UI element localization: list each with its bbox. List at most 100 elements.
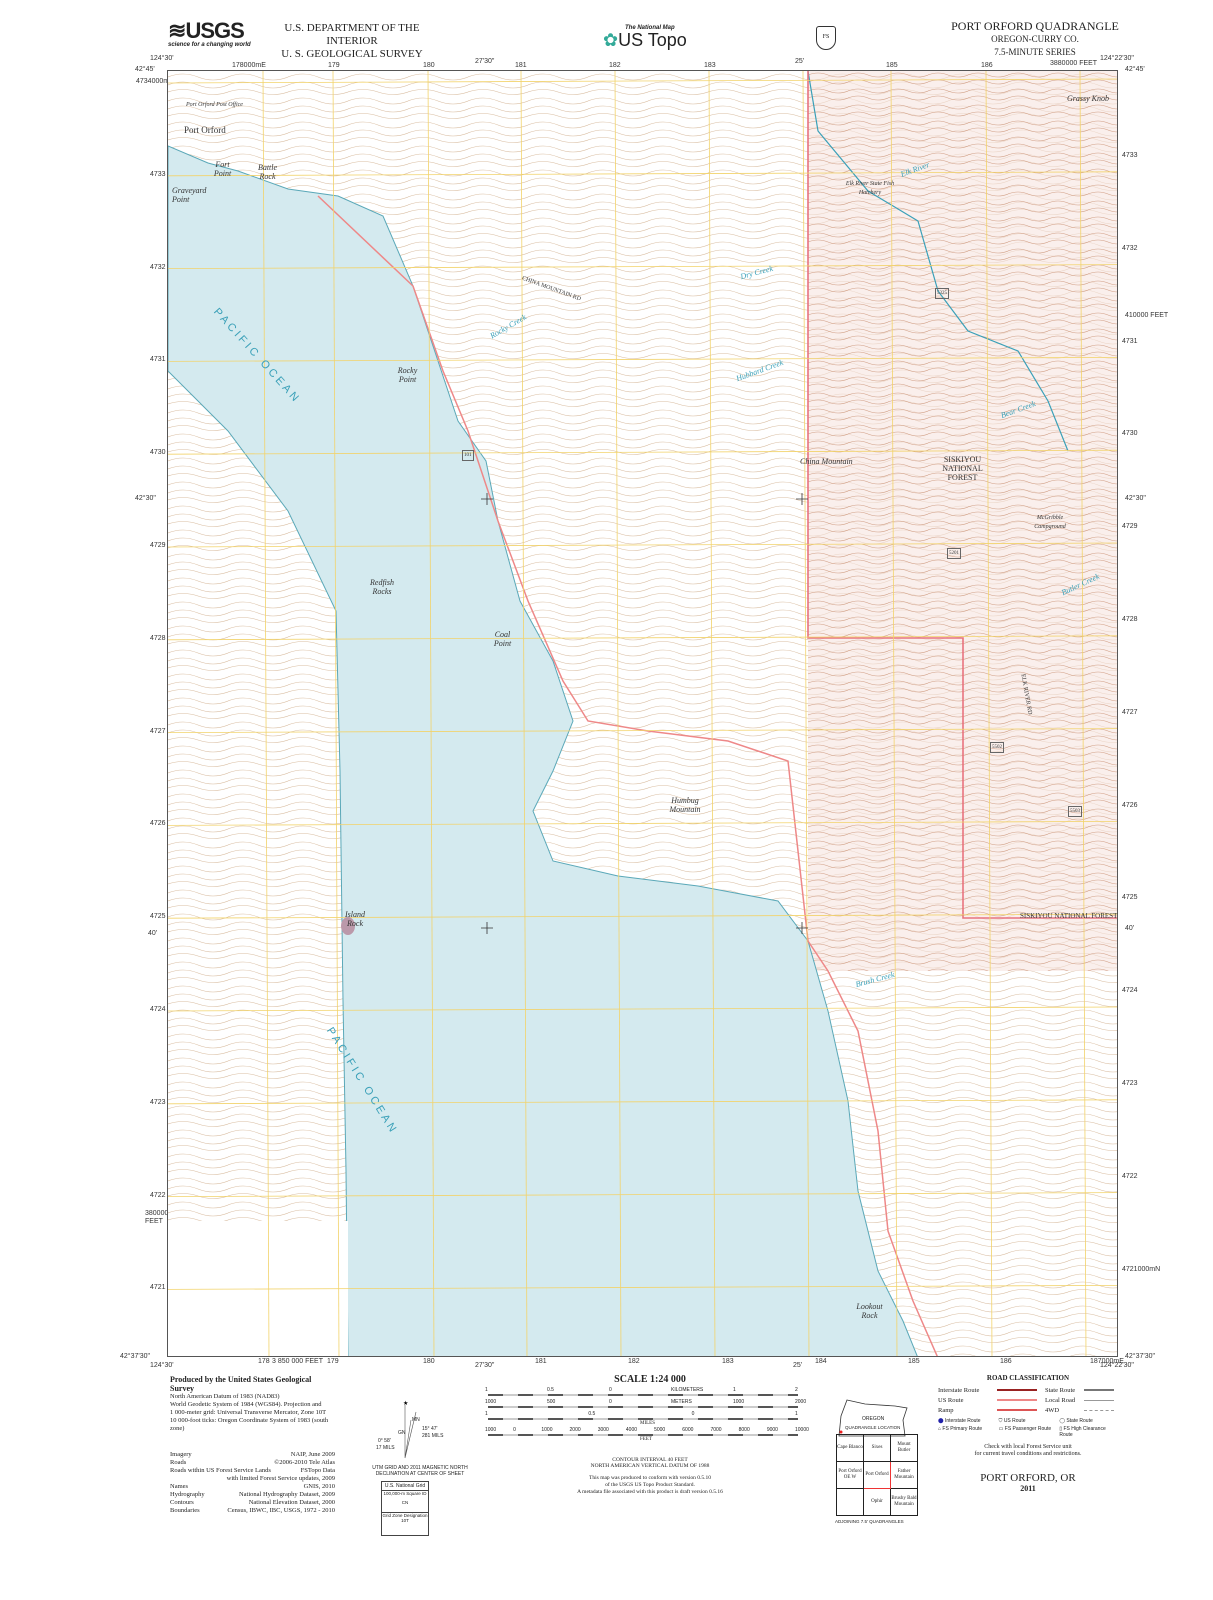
vertical-datum: NORTH AMERICAN VERTICAL DATUM OF 1988 <box>590 1463 710 1469</box>
adjoining-quad: Cape Blanco <box>836 1434 864 1462</box>
credit-value: GNIS, 2010 <box>303 1483 335 1490</box>
map-canvas <box>168 71 1117 1356</box>
mn-label: MN <box>412 1417 420 1423</box>
scale-tick-label: 1000 <box>485 1399 497 1405</box>
us-topo-icon: ✿ <box>603 30 619 50</box>
credit-row: Roads within US Forest Service Lands FSTo… <box>170 1467 335 1475</box>
utm-tick-label: 4729 <box>150 542 166 549</box>
credit-value: Census, IBWC, IBC, USGS, 1972 - 2010 <box>227 1507 335 1514</box>
place-label: Humbug Mountain <box>669 796 701 814</box>
adjoining-quad: Brushy Bald Mountain <box>890 1488 918 1516</box>
route-shield: 5325 <box>935 288 949 299</box>
forest-boundary <box>807 71 1117 919</box>
datum-line: 1 000-meter grid: Universal Transverse M… <box>170 1409 327 1416</box>
route-shield: 101 <box>462 450 474 461</box>
quad-title-block: PORT ORFORD QUADRANGLE OREGON-CURRY CO. … <box>950 20 1120 59</box>
utm-gridline-vertical <box>520 71 528 1356</box>
state-route-line-icon <box>1084 1389 1114 1391</box>
usgs-tagline: science for a changing world <box>168 42 251 48</box>
usgs-logo-icon: ≋ <box>168 18 186 43</box>
lat-label: 42°30" <box>1125 495 1146 502</box>
scale-bar <box>488 1394 798 1396</box>
scale-block: SCALE 1:24 000 1 0.5 0 KILOMETERS 1 2 1000 500 0… <box>480 1374 820 1496</box>
utm-gridline-vertical <box>1079 71 1087 1356</box>
utm-tick-label: 186 <box>981 62 993 69</box>
survey: U. S. GEOLOGICAL SURVEY <box>281 48 423 60</box>
ramp-line-icon <box>997 1409 1037 1411</box>
utm-tick-label: 4731 <box>1122 337 1138 345</box>
datum-line: World Geodetic System of 1984 (WGS84). P… <box>170 1401 322 1408</box>
contour-interval: CONTOUR INTERVAL 40 FEET <box>612 1457 688 1463</box>
usng-square: 100,000-m Square ID <box>383 1491 427 1496</box>
mn-mils: 281 MILS <box>422 1433 444 1439</box>
utm-tick-label: 183 <box>704 62 716 69</box>
lat-label: 42°45' <box>1125 66 1145 73</box>
utm-gridline-vertical <box>985 71 993 1356</box>
fs-passenger-icon: ▭ <box>998 1426 1004 1432</box>
utm-tick-label: 181 <box>515 62 527 69</box>
place-label: Lookout Rock <box>856 1302 883 1320</box>
utm-gridline-horizontal <box>168 1192 1117 1197</box>
scale-tick-label: 1 <box>733 1387 736 1393</box>
road-class-item: State Route <box>1045 1386 1076 1394</box>
usgs-logo: ≋USGS science for a changing world <box>168 18 251 49</box>
utm-tick-label: 179 <box>327 1358 339 1365</box>
utm-tick-label: 4728 <box>1122 616 1138 623</box>
feet-tick: 380000 FEET <box>145 1210 169 1225</box>
island-rock-shape <box>341 917 355 935</box>
utm-tick-label: 4733 <box>150 170 166 178</box>
place-label: Port Orford Post Office <box>186 102 243 108</box>
credit-value: National Hydrography Dataset, 2009 <box>238 1491 335 1498</box>
scale-tick-label: 0 <box>513 1427 516 1433</box>
utm-tick-label: 4721 <box>150 1284 166 1292</box>
utm-tick-label: 185 <box>908 1358 920 1365</box>
place-label: Rocky Point <box>397 366 418 384</box>
scale-tick-label: 1 <box>795 1411 798 1417</box>
utm-gridline-horizontal <box>168 1099 1117 1105</box>
scale-tick-label: 0 <box>609 1387 612 1393</box>
scale-bars: 1 0.5 0 KILOMETERS 1 2 1000 500 0 METERS 1000 2000 1… <box>480 1385 820 1445</box>
utm-grid <box>168 71 1117 1356</box>
gn-mils: 17 MILS <box>376 1445 395 1451</box>
svg-text:★: ★ <box>403 1400 408 1407</box>
usng-box: U.S. National Grid 100,000-m Square ID C… <box>381 1481 429 1536</box>
feet-tick: 410000 FEET <box>1125 312 1169 319</box>
adjoining-quad: Mount Butler <box>890 1434 918 1462</box>
lon-label: 124°30' <box>150 1362 174 1369</box>
utm-tick-label: 4723 <box>150 1098 166 1106</box>
graticule-crosses <box>481 493 808 934</box>
scale-tick-label: METERS <box>671 1399 692 1405</box>
us-topo-logo: The National Map ✿US Topo <box>603 25 687 49</box>
credit-row: Names GNIS, 2010 <box>170 1483 335 1491</box>
lon-label: 124°30' <box>150 55 174 62</box>
utm-gridline-horizontal <box>168 449 1117 455</box>
place-label: China Mountain <box>800 457 853 466</box>
shield-label: FS Primary Route <box>942 1426 983 1432</box>
road-class-item: 4WD <box>1045 1406 1060 1414</box>
credit-key: Roads <box>170 1459 187 1466</box>
credit-value: FSTopo Data <box>300 1467 335 1474</box>
oregon-locator: OREGON <box>835 1398 910 1448</box>
utm-tick-label: 4731 <box>150 356 166 364</box>
scale-tick-label: 0.5 <box>588 1411 596 1417</box>
adjoining-quad: Father Mountain <box>890 1461 918 1489</box>
utm-tick-label: 180 <box>423 1358 435 1365</box>
scale-bar <box>488 1406 798 1408</box>
lat-label: 40' <box>1125 925 1135 932</box>
utm-gridline-horizontal <box>168 728 1117 733</box>
highway-101 <box>807 940 938 1356</box>
standard-note: of the USGS US Topo Product Standard. <box>605 1482 695 1488</box>
shield-label: State Route <box>1066 1418 1093 1424</box>
utm-tick-label: 4734000mN <box>136 78 175 85</box>
lat-label: 40' <box>148 930 158 937</box>
fs-primary-icon: ⌂ <box>938 1426 942 1432</box>
map-frame[interactable] <box>167 70 1118 1357</box>
utm-tick-label: 4733 <box>1122 152 1138 159</box>
credit-value: National Elevation Dataset, 2000 <box>248 1499 335 1506</box>
utm-tick-label: 4729 <box>1122 523 1138 531</box>
shield-label: Interstate Route <box>945 1418 981 1424</box>
elk-river <box>807 71 1069 452</box>
declination-arrows-icon: ★ <box>403 1400 417 1459</box>
map-year: 2011 <box>1020 1484 1036 1493</box>
credits-list: Imagery NAIP, June 2009 Roads ©2006-2010 Te… <box>170 1451 335 1515</box>
